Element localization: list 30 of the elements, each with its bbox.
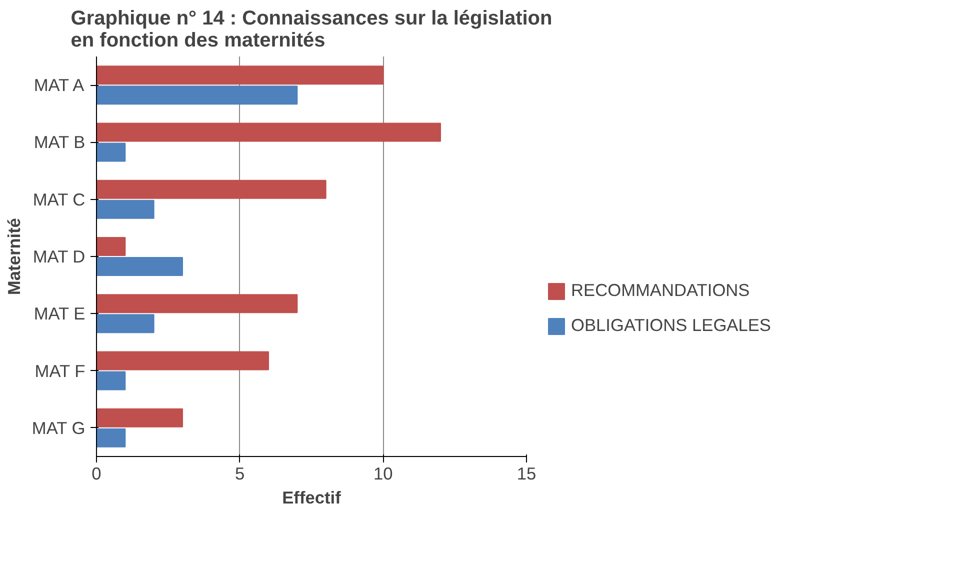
bar (96, 142, 126, 162)
y-tick-label: MAT E (34, 304, 86, 324)
y-tick-label: MAT B (34, 132, 86, 152)
x-tick-label: 0 (92, 464, 102, 484)
legend-label: RECOMMANDATIONS (571, 280, 750, 301)
bar (96, 237, 126, 256)
bar (96, 371, 126, 390)
y-tick-label: MAT D (32, 246, 86, 266)
bar (96, 294, 298, 314)
bar (96, 428, 126, 448)
bar (96, 408, 183, 428)
bar (96, 200, 154, 219)
bar (96, 86, 298, 105)
x-axis-title: Effectif (282, 488, 342, 508)
bar (96, 351, 269, 370)
bar (96, 314, 154, 334)
bar (96, 180, 326, 199)
y-tick-label: MAT A (34, 75, 85, 96)
y-tick-label: MAT F (34, 360, 86, 381)
bar (96, 257, 183, 276)
legend-label: OBLIGATIONS LEGALES (571, 315, 771, 336)
chart-title: Graphique n° 14 : Connaissances sur la législation en fonction des maternités (70, 8, 552, 52)
x-tick-label: 10 (374, 464, 393, 484)
x-tick-label: 5 (235, 464, 245, 484)
y-axis-title: Maternité (4, 218, 24, 296)
x-tick-label: 15 (516, 464, 536, 484)
bar (96, 122, 441, 142)
y-tick-label: MAT C (32, 189, 86, 210)
bar (96, 66, 384, 85)
y-tick-label: MAT G (32, 418, 86, 438)
